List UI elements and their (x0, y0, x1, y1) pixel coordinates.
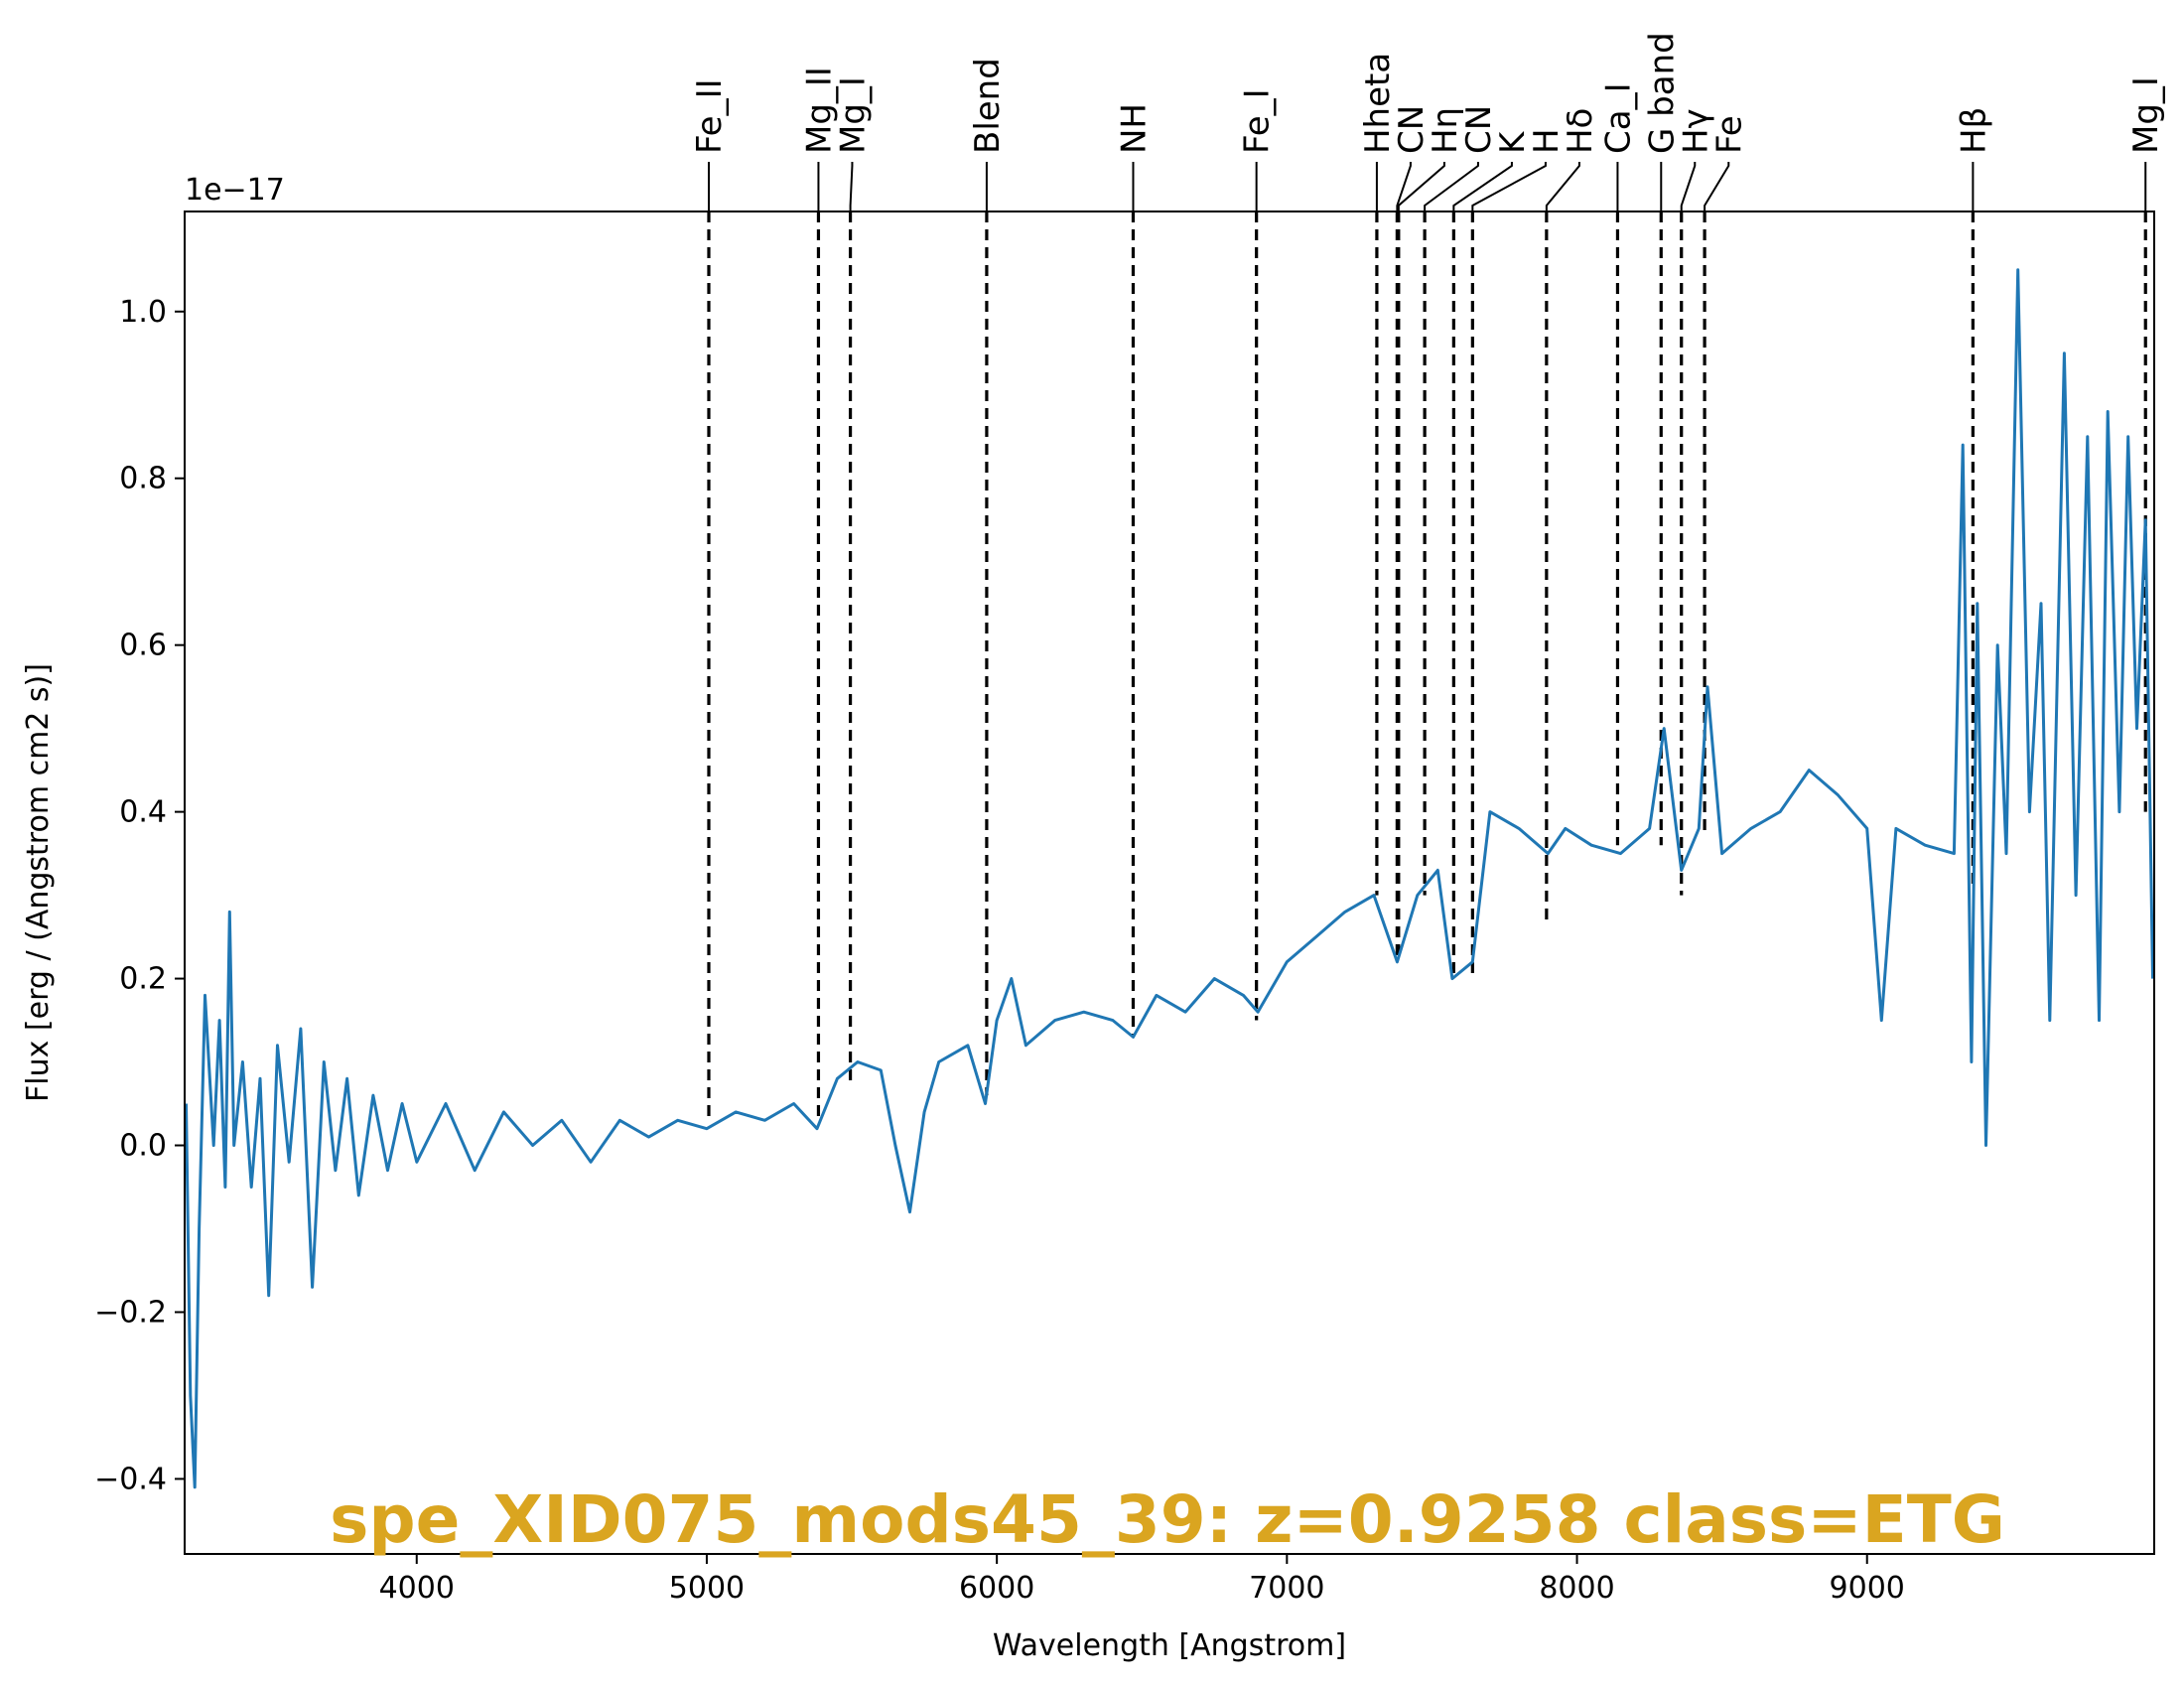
x-tick-label: 4000 (379, 1571, 455, 1606)
reference-line-label: Fe (1709, 115, 1749, 154)
reference-line-label: Mg_I (2126, 76, 2166, 154)
reference-lines (707, 211, 2147, 1121)
y-tick-label: −0.2 (94, 1295, 167, 1330)
spectrum-annotation: spe_XID075_mods45_39: z=0.9258 class=ETG (330, 1481, 2005, 1558)
reference-line-label: K (1493, 130, 1533, 154)
reference-line-label: NH (1114, 103, 1154, 154)
reference-line-label: Hγ (1676, 108, 1715, 154)
y-axis-label: Flux [erg / (Angstrom cm2 s)] (21, 663, 56, 1102)
reference-line-label: CN (1392, 105, 1432, 154)
reference-leader (1471, 162, 1547, 211)
reference-leader (1704, 162, 1730, 211)
y-tick-label: 0.2 (119, 962, 167, 997)
spectrum-line (185, 268, 2154, 1489)
x-tick-label: 7000 (1249, 1571, 1324, 1606)
y-tick-label: 0.4 (119, 795, 167, 830)
y-offset-label: 1e−17 (185, 173, 285, 208)
reference-line-label: Mg_II (799, 67, 839, 154)
spectrum-series (185, 268, 2154, 1489)
y-tick-label: 0.8 (119, 462, 167, 496)
reference-line-label: Hβ (1954, 107, 1993, 154)
reference-leader (1397, 162, 1445, 211)
y-tick-label: −0.4 (94, 1462, 167, 1496)
reference-line-label: H (1527, 128, 1567, 154)
y-tick-label: 0.6 (119, 629, 167, 663)
reference-line-label: Hδ (1561, 108, 1600, 154)
reference-line-label: CN (1459, 105, 1499, 154)
y-tick-label: 1.0 (119, 295, 167, 330)
reference-leader (1396, 162, 1412, 211)
reference-leader (1452, 162, 1513, 211)
x-tick-label: 9000 (1830, 1571, 1905, 1606)
reference-leader (1545, 162, 1580, 211)
reference-line-label: Fe_I (1238, 88, 1278, 154)
x-axis-label: Wavelength [Angstrom] (993, 1628, 1346, 1663)
reference-line-label: Fe_II (690, 78, 730, 154)
x-tick-label: 5000 (669, 1571, 745, 1606)
reference-line-label: Hheta (1358, 53, 1398, 154)
reference-line-label: Blend (968, 58, 1008, 154)
x-tick-label: 6000 (959, 1571, 1034, 1606)
reference-leader (1424, 162, 1479, 211)
y-tick-label: 0.0 (119, 1129, 167, 1164)
reference-line-label: Mg_I (833, 76, 873, 154)
reference-line-label: Ca_I (1598, 82, 1638, 154)
x-tick-label: 8000 (1539, 1571, 1614, 1606)
y-axis-ticks: −0.4 −0.2 0.0 0.2 0.4 0.6 0.8 1.0 (94, 295, 185, 1496)
reference-leader (849, 162, 854, 211)
reference-line-label: Hη (1426, 107, 1465, 154)
x-axis-ticks: 4000 5000 6000 7000 8000 9000 (379, 1554, 1905, 1606)
plot-frame (184, 211, 2155, 1555)
reference-line-label: G band (1642, 32, 1682, 154)
reference-leader (1680, 162, 1697, 211)
